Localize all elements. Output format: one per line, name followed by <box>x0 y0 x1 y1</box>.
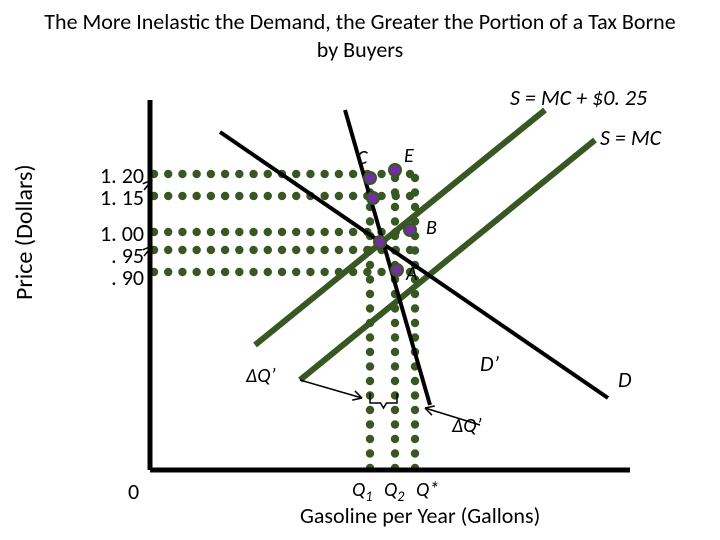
label-point-c: C <box>357 146 367 170</box>
y-axis-label: Price (Dollars) <box>10 164 39 300</box>
chart-area: Price (Dollars) S = MC + $0. 25 S = MC D… <box>0 70 720 540</box>
label-point-e: E <box>404 144 414 168</box>
label-point-a: A <box>406 262 418 286</box>
y-tick: . 90 <box>84 264 144 291</box>
x-tick-q1: Q1 <box>352 478 372 505</box>
label-s: S = MC <box>600 124 661 151</box>
label-dq-left: ∆Q’ <box>246 364 276 388</box>
x-axis-label: Gasoline per Year (Gallons) <box>300 502 540 529</box>
x-tick-qstar: Q* <box>416 478 439 502</box>
label-dq-right: ∆Q’ <box>452 414 482 438</box>
origin-label: 0 <box>128 478 139 505</box>
y-tick: 1. 15 <box>84 184 144 211</box>
label-s-shift: S = MC + $0. 25 <box>510 84 647 111</box>
label-point-b: B <box>426 216 437 240</box>
label-d: D <box>618 366 632 393</box>
x-tick-q2: Q2 <box>384 478 404 505</box>
label-d-prime: D’ <box>480 350 499 377</box>
chart-title: The More Inelastic the Demand, the Great… <box>0 0 720 63</box>
